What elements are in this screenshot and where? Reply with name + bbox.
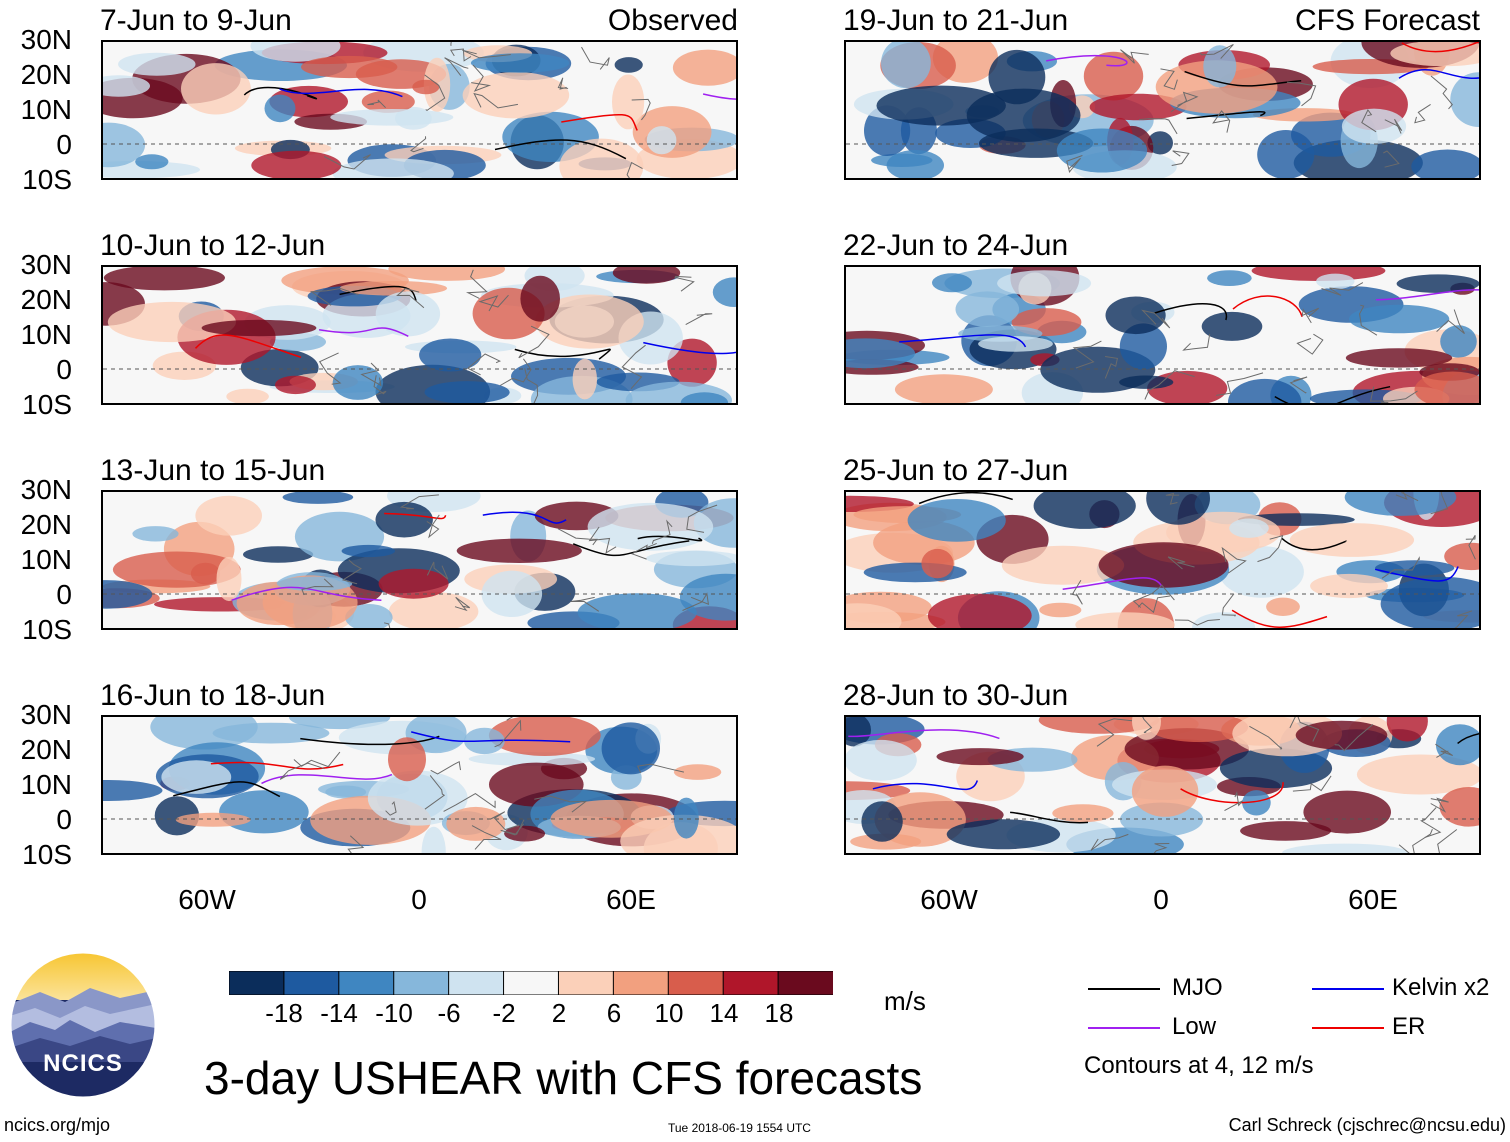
map-field xyxy=(103,42,736,178)
lat-label: 0 xyxy=(56,354,72,385)
colorbar-swatch xyxy=(228,970,285,996)
legend-swatch-low xyxy=(1088,1027,1160,1029)
map-field xyxy=(103,267,736,403)
lat-label: 10N xyxy=(20,544,72,575)
panel-title: 19-Jun to 21-Jun xyxy=(843,4,1069,37)
lon-label: 0 xyxy=(411,884,427,915)
lat-label: 10N xyxy=(20,769,72,800)
lat-label: 0 xyxy=(56,579,72,610)
panel-title: 10-Jun to 12-Jun xyxy=(100,229,326,262)
lat-label: 20N xyxy=(20,509,72,540)
panel-title: 13-Jun to 15-Jun xyxy=(100,454,326,487)
lon-label: 60W xyxy=(920,884,978,915)
colorbar-swatch xyxy=(393,970,450,996)
legend-swatch-mjo xyxy=(1088,988,1160,990)
ncics-logo: NCICS xyxy=(10,952,156,1098)
lat-label: 30N xyxy=(20,699,72,730)
legend-label: ER xyxy=(1392,1013,1426,1040)
lat-label: 0 xyxy=(56,129,72,160)
lat-label: 30N xyxy=(20,24,72,55)
lon-label: 0 xyxy=(1153,884,1169,915)
lat-label: 20N xyxy=(20,284,72,315)
lat-label: 20N xyxy=(20,734,72,765)
footer-link[interactable]: ncics.org/mjo xyxy=(4,1115,111,1135)
colorbar-swatch xyxy=(338,970,395,996)
legend-swatch-kelvin xyxy=(1312,988,1384,990)
panel-title: 7-Jun to 9-Jun xyxy=(100,4,292,37)
legend-swatch-er xyxy=(1312,1027,1384,1029)
lat-label: 30N xyxy=(20,249,72,280)
footer-credit: Carl Schreck (cjschrec@ncsu.edu) xyxy=(1228,1115,1506,1135)
legend-label: MJO xyxy=(1172,974,1223,1001)
panel-title: 28-Jun to 30-Jun xyxy=(843,679,1069,712)
lon-label: 60E xyxy=(1348,884,1398,915)
legend-label: Kelvin x2 xyxy=(1392,974,1490,1001)
lat-label: 10S xyxy=(22,614,72,645)
legend-note: Contours at 4, 12 m/s xyxy=(1084,1052,1314,1079)
colorbar-label: -2 xyxy=(492,998,516,1028)
colorbar-swatch xyxy=(667,970,725,996)
colorbar xyxy=(228,970,835,996)
main-title: 3-day USHEAR with CFS forecasts xyxy=(204,1052,923,1104)
lat-label: 10N xyxy=(20,94,72,125)
lon-label: 60E xyxy=(606,884,656,915)
map-panel-fc-3 xyxy=(844,490,1481,630)
colorbar-label: -10 xyxy=(375,998,413,1028)
colorbar-label: 2 xyxy=(551,998,567,1028)
colorbar-swatch xyxy=(722,970,780,996)
lat-label: 0 xyxy=(56,804,72,835)
colorbar-swatch xyxy=(448,970,505,996)
map-panel-obs-2 xyxy=(101,265,738,405)
map-field xyxy=(103,492,736,628)
colorbar-swatch xyxy=(612,970,670,996)
map-field xyxy=(846,42,1479,178)
map-panel-fc-1 xyxy=(844,40,1481,180)
units-label: m/s xyxy=(884,986,926,1016)
map-field xyxy=(846,717,1479,853)
colorbar-swatch xyxy=(777,970,835,996)
lat-label: 10S xyxy=(22,839,72,870)
legend-label: Low xyxy=(1172,1013,1217,1040)
map-field xyxy=(103,717,736,853)
lat-label: 10S xyxy=(22,164,72,195)
panel-tag-observed: Observed xyxy=(607,4,738,37)
colorbar-swatch xyxy=(503,970,560,996)
colorbar-label: 18 xyxy=(764,998,794,1028)
panel-title: 25-Jun to 27-Jun xyxy=(843,454,1069,487)
lat-label: 20N xyxy=(20,59,72,90)
map-panel-obs-4 xyxy=(101,715,738,855)
colorbar-label: -6 xyxy=(437,998,461,1028)
map-field xyxy=(846,492,1479,628)
panel-title: 16-Jun to 18-Jun xyxy=(100,679,326,712)
lat-label: 10N xyxy=(20,319,72,350)
colorbar-label: 6 xyxy=(606,998,622,1028)
lon-label: 60W xyxy=(178,884,236,915)
colorbar-swatch xyxy=(557,970,615,996)
map-field xyxy=(846,267,1479,403)
colorbar-label: -18 xyxy=(265,998,303,1028)
logo-text: NCICS xyxy=(43,1050,123,1077)
footer-timestamp: Tue 2018-06-19 1554 UTC xyxy=(668,1121,811,1135)
panel-title: 22-Jun to 24-Jun xyxy=(843,229,1069,262)
map-panel-obs-1 xyxy=(101,40,738,180)
colorbar-label: 10 xyxy=(654,998,684,1028)
colorbar-swatch xyxy=(283,970,340,996)
lat-label: 30N xyxy=(20,474,72,505)
map-panel-fc-4 xyxy=(844,715,1481,855)
colorbar-label: 14 xyxy=(709,998,739,1028)
colorbar-swatches xyxy=(228,970,835,996)
lat-label: 10S xyxy=(22,389,72,420)
panel-tag-forecast: CFS Forecast xyxy=(1294,4,1480,37)
colorbar-label: -14 xyxy=(320,998,358,1028)
map-panel-obs-3 xyxy=(101,490,738,630)
map-panel-fc-2 xyxy=(844,265,1481,405)
